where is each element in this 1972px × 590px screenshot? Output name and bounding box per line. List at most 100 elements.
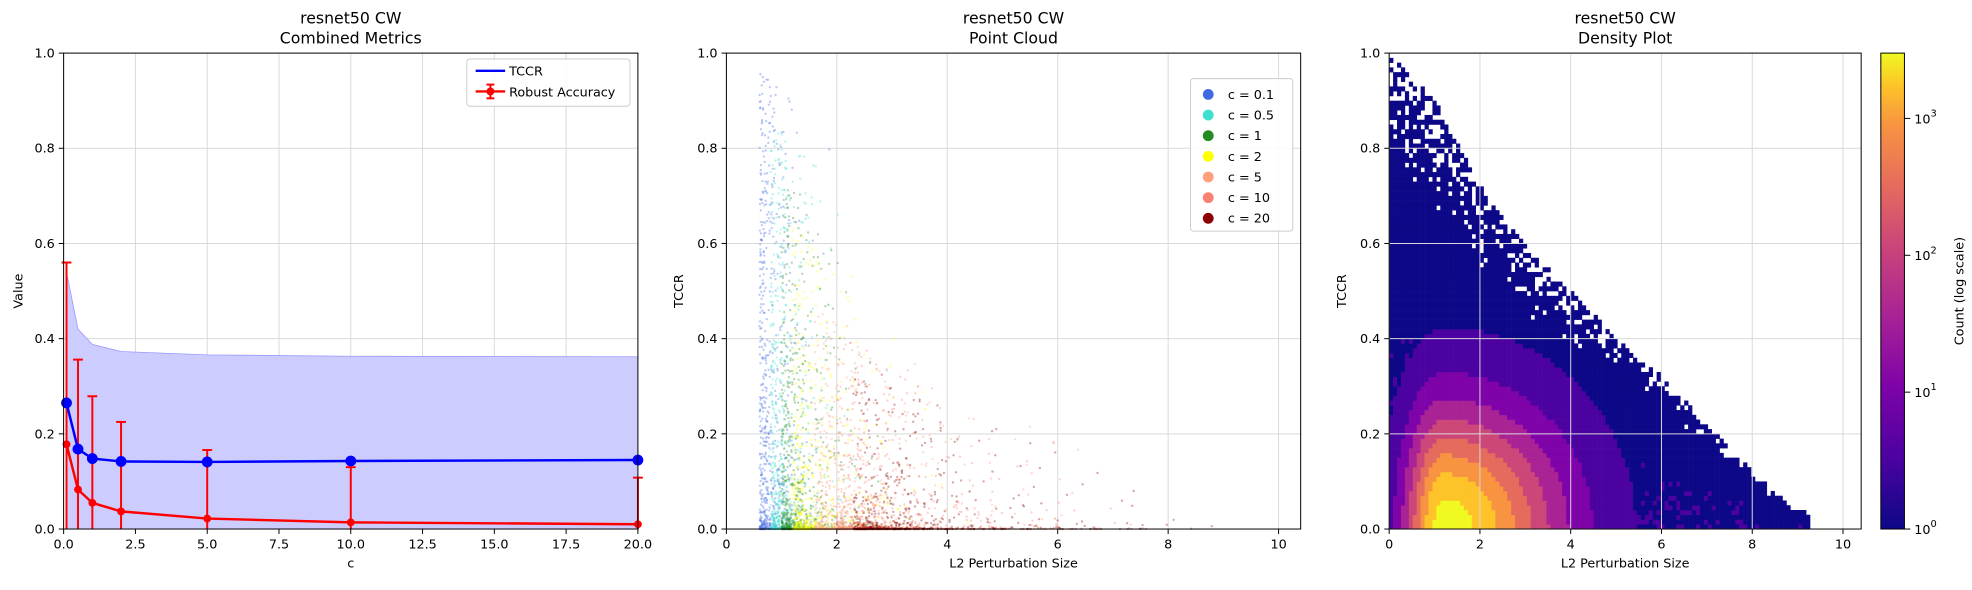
- data-point: [825, 469, 829, 472]
- data-point: [1165, 523, 1168, 526]
- data-point: [811, 239, 814, 242]
- data-point: [868, 514, 871, 518]
- data-point: [820, 520, 823, 524]
- data-point: [787, 520, 790, 524]
- data-point: [775, 341, 778, 344]
- data-point: [783, 315, 787, 318]
- data-point: [780, 362, 784, 366]
- data-point: [791, 381, 794, 384]
- data-point: [763, 311, 766, 315]
- data-point: [838, 505, 841, 509]
- data-point: [762, 235, 766, 238]
- data-point: [839, 421, 842, 424]
- data-point: [894, 434, 897, 437]
- data-point: [860, 502, 863, 505]
- data-point: [800, 265, 803, 268]
- density-bin: [1389, 519, 1394, 525]
- density-bin: [1397, 414, 1402, 420]
- data-point: [805, 441, 808, 444]
- data-point: [971, 484, 975, 487]
- data-point: [762, 232, 766, 235]
- data-point: [894, 491, 897, 495]
- density-bin: [1393, 448, 1398, 454]
- data-point: [1012, 497, 1015, 500]
- data-point: [780, 443, 784, 446]
- data-point: [820, 389, 823, 392]
- data-point: [847, 387, 851, 390]
- data-point: [781, 193, 785, 196]
- data-point: [909, 523, 912, 526]
- data-point: [809, 379, 813, 382]
- density-bin: [1389, 114, 1394, 121]
- data-point: [787, 478, 790, 481]
- data-point: [786, 235, 790, 238]
- data-point: [838, 405, 842, 408]
- data-point: [902, 512, 905, 515]
- data-point: [872, 514, 876, 518]
- data-point: [763, 134, 767, 137]
- data-point: [762, 377, 765, 380]
- data-point: [795, 504, 798, 507]
- data-point: [764, 144, 767, 148]
- data-point: [801, 378, 805, 381]
- ra-point: [203, 514, 212, 523]
- data-point: [787, 376, 791, 379]
- data-point: [913, 489, 916, 493]
- data-point: [862, 419, 866, 422]
- data-point: [877, 453, 880, 456]
- data-point: [873, 475, 876, 478]
- data-point: [958, 455, 962, 459]
- data-point: [982, 480, 985, 483]
- data-point: [829, 337, 833, 341]
- data-point: [819, 395, 823, 399]
- data-point: [1076, 448, 1080, 451]
- data-point: [811, 517, 814, 520]
- data-point: [769, 491, 773, 494]
- data-point: [898, 416, 901, 419]
- data-point: [881, 482, 885, 486]
- data-point: [798, 524, 801, 527]
- data-point: [775, 240, 778, 244]
- density-bin: [1389, 486, 1394, 492]
- data-point: [788, 100, 791, 103]
- data-point: [807, 364, 810, 368]
- data-point: [761, 417, 764, 420]
- data-point: [808, 241, 811, 244]
- data-point: [926, 403, 929, 406]
- data-point: [796, 322, 799, 325]
- data-point: [933, 490, 937, 494]
- data-point: [761, 106, 765, 110]
- data-point: [785, 494, 788, 497]
- data-point: [765, 397, 768, 400]
- data-point: [781, 290, 785, 293]
- data-point: [773, 181, 776, 185]
- data-point: [768, 203, 772, 207]
- data-point: [776, 416, 779, 419]
- data-point: [894, 521, 897, 524]
- data-point: [808, 518, 811, 521]
- data-point: [769, 170, 772, 174]
- panel2-title: resnet50 CW: [963, 9, 1065, 28]
- data-point: [930, 494, 933, 497]
- density-bin: [1389, 367, 1394, 373]
- data-point: [799, 499, 803, 503]
- density-bin: [1393, 305, 1398, 311]
- data-point: [856, 515, 859, 518]
- legend-marker: [1202, 192, 1214, 204]
- data-point: [798, 348, 801, 351]
- data-point: [809, 442, 812, 445]
- data-point: [791, 216, 795, 220]
- data-point: [771, 192, 774, 196]
- data-point: [811, 203, 814, 206]
- data-point: [832, 321, 835, 324]
- data-point: [764, 119, 768, 123]
- data-point: [760, 402, 763, 406]
- data-point: [803, 464, 807, 467]
- data-point: [779, 206, 783, 209]
- data-point: [969, 519, 973, 522]
- data-point: [857, 523, 860, 526]
- data-point: [773, 461, 776, 465]
- data-point: [1125, 522, 1129, 525]
- data-point: [786, 490, 790, 493]
- data-point: [908, 474, 911, 478]
